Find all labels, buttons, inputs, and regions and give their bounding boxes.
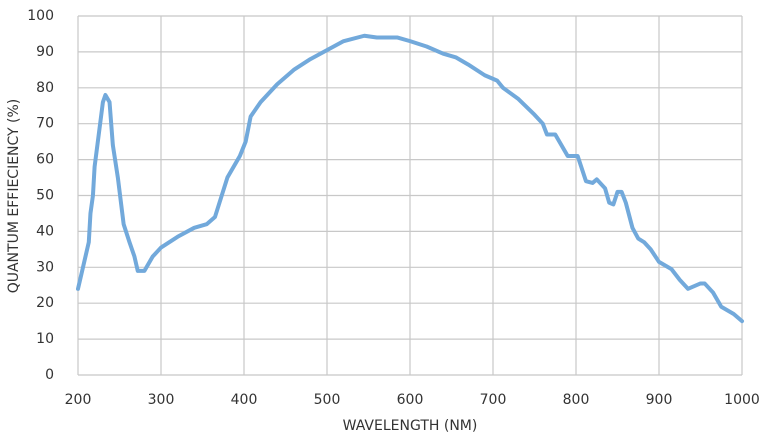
y-tick-label: 50 (36, 188, 54, 204)
x-tick-label: 600 (397, 392, 424, 408)
y-axis-label: QUANTUM EFFIECIENCY (%) (6, 99, 22, 294)
x-tick-label: 700 (480, 392, 507, 408)
y-tick-label: 60 (36, 152, 54, 168)
y-tick-label: 40 (36, 223, 54, 239)
x-tick-label: 900 (646, 392, 673, 408)
data-line (76, 33, 744, 324)
y-tick-label: 20 (36, 295, 54, 311)
y-tick-label: 0 (45, 367, 54, 383)
y-tick-label: 80 (36, 80, 54, 96)
y-tick-label: 100 (27, 8, 54, 24)
x-tick-label: 500 (314, 392, 341, 408)
y-tick-label: 90 (36, 44, 54, 60)
x-tick-label: 800 (563, 392, 590, 408)
y-tick-label: 10 (36, 331, 54, 347)
x-axis-label: WAVELENGTH (NM) (343, 418, 478, 434)
x-tick-label: 1000 (724, 392, 760, 408)
x-tick-label: 400 (231, 392, 258, 408)
x-tick-label: 300 (148, 392, 175, 408)
x-tick-label: 200 (65, 392, 92, 408)
y-tick-label: 30 (36, 259, 54, 275)
y-tick-label: 70 (36, 116, 54, 132)
